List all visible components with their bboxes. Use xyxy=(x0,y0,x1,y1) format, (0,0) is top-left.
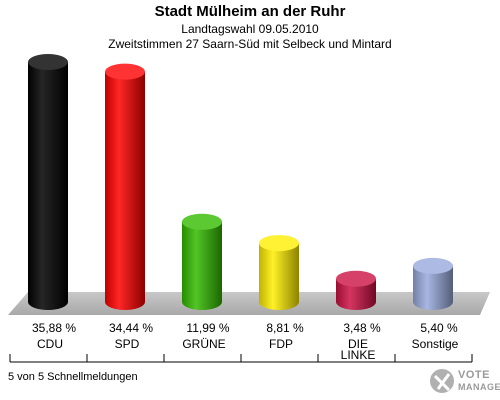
category-label: LINKE xyxy=(341,348,376,362)
logo-text-manager: MANAGER xyxy=(458,382,500,392)
category-label: SPD xyxy=(115,337,140,351)
bar-top-sonstige xyxy=(413,257,453,274)
value-label: 8,81 % xyxy=(266,321,304,335)
chart-subtitle-district: Zweitstimmen 27 Saarn-Süd mit Selbeck un… xyxy=(108,37,392,51)
bar-top-cdu xyxy=(28,54,68,70)
category-label: CDU xyxy=(37,337,63,351)
bar-top-grüne xyxy=(182,213,222,230)
category-label: Sonstige xyxy=(412,337,459,351)
ballot-check-icon xyxy=(430,369,454,393)
bar-fdp xyxy=(259,243,299,310)
bar-grüne xyxy=(182,221,222,310)
value-label: 11,99 % xyxy=(186,321,229,335)
category-label: DIE xyxy=(348,337,368,351)
category-label: GRÜNE xyxy=(182,337,225,351)
bar-top-spd xyxy=(105,63,145,80)
bar-top-fdp xyxy=(259,235,299,252)
footnote: 5 von 5 Schnellmeldungen xyxy=(8,371,138,383)
vote-manager-logo: VOTE MANAGER xyxy=(428,366,500,396)
bar-spd xyxy=(105,71,145,310)
bar-chart: 35,88 % 34,44 % 11,99 % 8,81 % 3,48 % 5,40 % … xyxy=(8,54,490,363)
category-label: FDP xyxy=(269,337,293,351)
chart-title: Stadt Mülheim an der Ruhr xyxy=(154,3,346,20)
bar-top-die-linke xyxy=(336,270,376,287)
chart-subtitle-election: Landtagswahl 09.05.2010 xyxy=(181,22,319,36)
value-label: 35,88 % xyxy=(32,321,76,335)
value-label: 5,40 % xyxy=(420,321,458,335)
value-label: 34,44 % xyxy=(109,321,153,335)
bar-sonstige xyxy=(413,265,453,310)
bar-die-linke xyxy=(336,278,376,310)
value-label: 3,48 % xyxy=(343,321,381,335)
bar-cdu xyxy=(28,62,68,310)
logo-text-vote: VOTE xyxy=(458,369,490,381)
